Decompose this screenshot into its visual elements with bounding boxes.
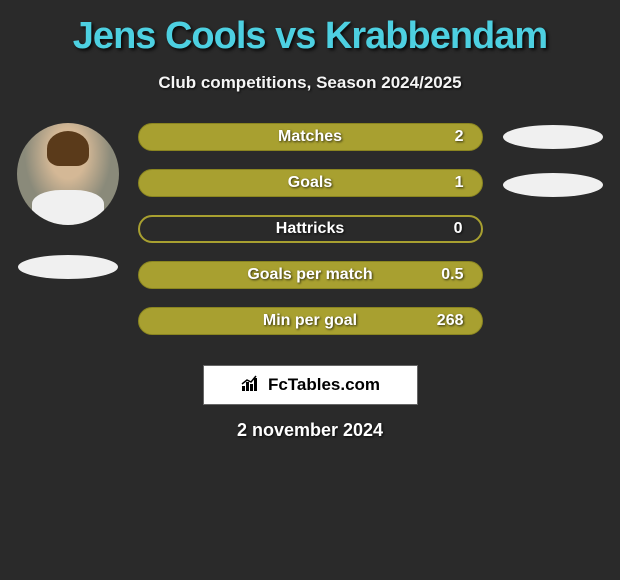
- stat-bar: Matches 2: [138, 123, 483, 151]
- stat-bar: Goals per match 0.5: [138, 261, 483, 289]
- stat-label: Goals per match: [247, 266, 372, 284]
- subtitle: Club competitions, Season 2024/2025: [0, 73, 620, 93]
- stat-value-right: 2: [455, 128, 464, 146]
- stat-label: Hattricks: [276, 220, 344, 238]
- stat-value-right: 0: [454, 220, 463, 238]
- date-label: 2 november 2024: [0, 420, 620, 441]
- right-ellipses-group: [503, 125, 603, 197]
- player-right-column: [498, 123, 608, 197]
- player-left-column: [13, 123, 123, 279]
- brand-badge[interactable]: FcTables.com: [203, 365, 418, 405]
- stat-value-right: 268: [437, 312, 464, 330]
- chart-bars-icon: [240, 374, 262, 397]
- stat-label: Matches: [278, 128, 342, 146]
- stat-bar: Hattricks 0: [138, 215, 483, 243]
- comparison-area: Matches 2 Goals 1 Hattricks 0 Goals per match 0…: [0, 123, 620, 335]
- stat-bar: Min per goal 268: [138, 307, 483, 335]
- shadow-ellipse-right: [503, 125, 603, 149]
- stat-label: Min per goal: [263, 312, 357, 330]
- stat-label: Goals: [288, 174, 332, 192]
- player-left-avatar: [17, 123, 119, 225]
- stat-value-right: 1: [455, 174, 464, 192]
- stat-bar: Goals 1: [138, 169, 483, 197]
- stats-column: Matches 2 Goals 1 Hattricks 0 Goals per match 0…: [138, 123, 483, 335]
- brand-text: FcTables.com: [268, 375, 380, 395]
- shadow-ellipse-left: [18, 255, 118, 279]
- shadow-ellipse-right: [503, 173, 603, 197]
- comparison-widget: Jens Cools vs Krabbendam Club competitio…: [0, 0, 620, 451]
- page-title: Jens Cools vs Krabbendam: [0, 15, 620, 58]
- stat-value-right: 0.5: [441, 266, 463, 284]
